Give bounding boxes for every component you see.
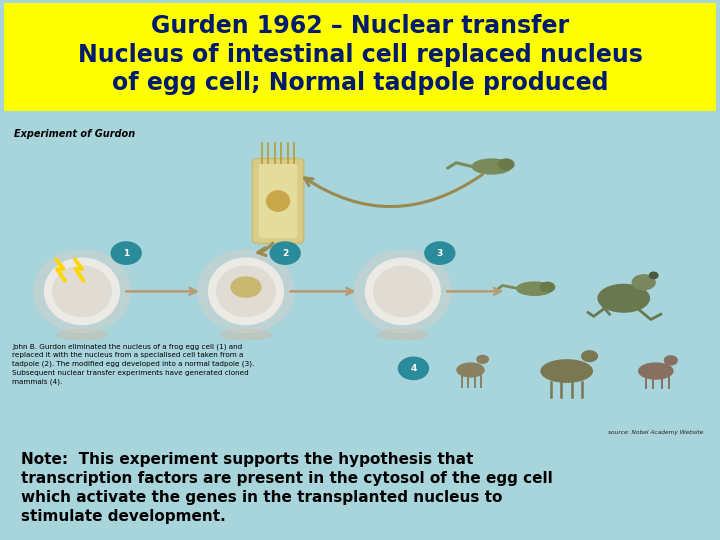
FancyBboxPatch shape (258, 164, 297, 238)
Ellipse shape (53, 266, 111, 316)
Text: Gurden 1962 – Nuclear transfer
Nucleus of intestinal cell replaced nucleus
of eg: Gurden 1962 – Nuclear transfer Nucleus o… (78, 14, 642, 95)
Text: 1: 1 (123, 248, 130, 258)
Text: source: Nobel Academy Website: source: Nobel Academy Website (608, 430, 703, 435)
Ellipse shape (472, 159, 511, 174)
Ellipse shape (266, 191, 289, 211)
Ellipse shape (34, 250, 130, 333)
Text: 2: 2 (282, 248, 288, 258)
Ellipse shape (374, 266, 432, 316)
Ellipse shape (45, 258, 120, 325)
Ellipse shape (665, 356, 678, 365)
Ellipse shape (639, 363, 673, 379)
Circle shape (425, 242, 455, 264)
Ellipse shape (598, 285, 649, 312)
Ellipse shape (378, 330, 428, 340)
Text: Note:  This experiment supports the hypothesis that
transcription factors are pr: Note: This experiment supports the hypot… (22, 452, 553, 524)
Ellipse shape (541, 360, 593, 382)
Ellipse shape (217, 266, 275, 316)
Circle shape (398, 357, 428, 380)
Ellipse shape (57, 330, 107, 340)
Ellipse shape (198, 250, 294, 333)
FancyBboxPatch shape (253, 159, 304, 244)
Ellipse shape (457, 363, 484, 377)
Ellipse shape (540, 282, 554, 292)
Ellipse shape (221, 330, 271, 340)
Circle shape (111, 242, 141, 264)
Ellipse shape (477, 355, 488, 363)
Ellipse shape (365, 258, 440, 325)
Ellipse shape (498, 159, 514, 170)
Ellipse shape (582, 351, 598, 361)
FancyBboxPatch shape (4, 3, 716, 111)
Circle shape (270, 242, 300, 264)
Ellipse shape (209, 258, 284, 325)
Circle shape (649, 272, 658, 279)
Text: 3: 3 (437, 248, 443, 258)
Text: Experiment of Gurdon: Experiment of Gurdon (14, 129, 135, 139)
Text: 4: 4 (410, 364, 417, 373)
Ellipse shape (632, 275, 655, 290)
Ellipse shape (231, 277, 261, 297)
Ellipse shape (517, 282, 552, 295)
Ellipse shape (355, 250, 451, 333)
Text: John B. Gurdon eliminated the nucleus of a frog egg cell (1) and
replaced it wit: John B. Gurdon eliminated the nucleus of… (12, 343, 254, 385)
